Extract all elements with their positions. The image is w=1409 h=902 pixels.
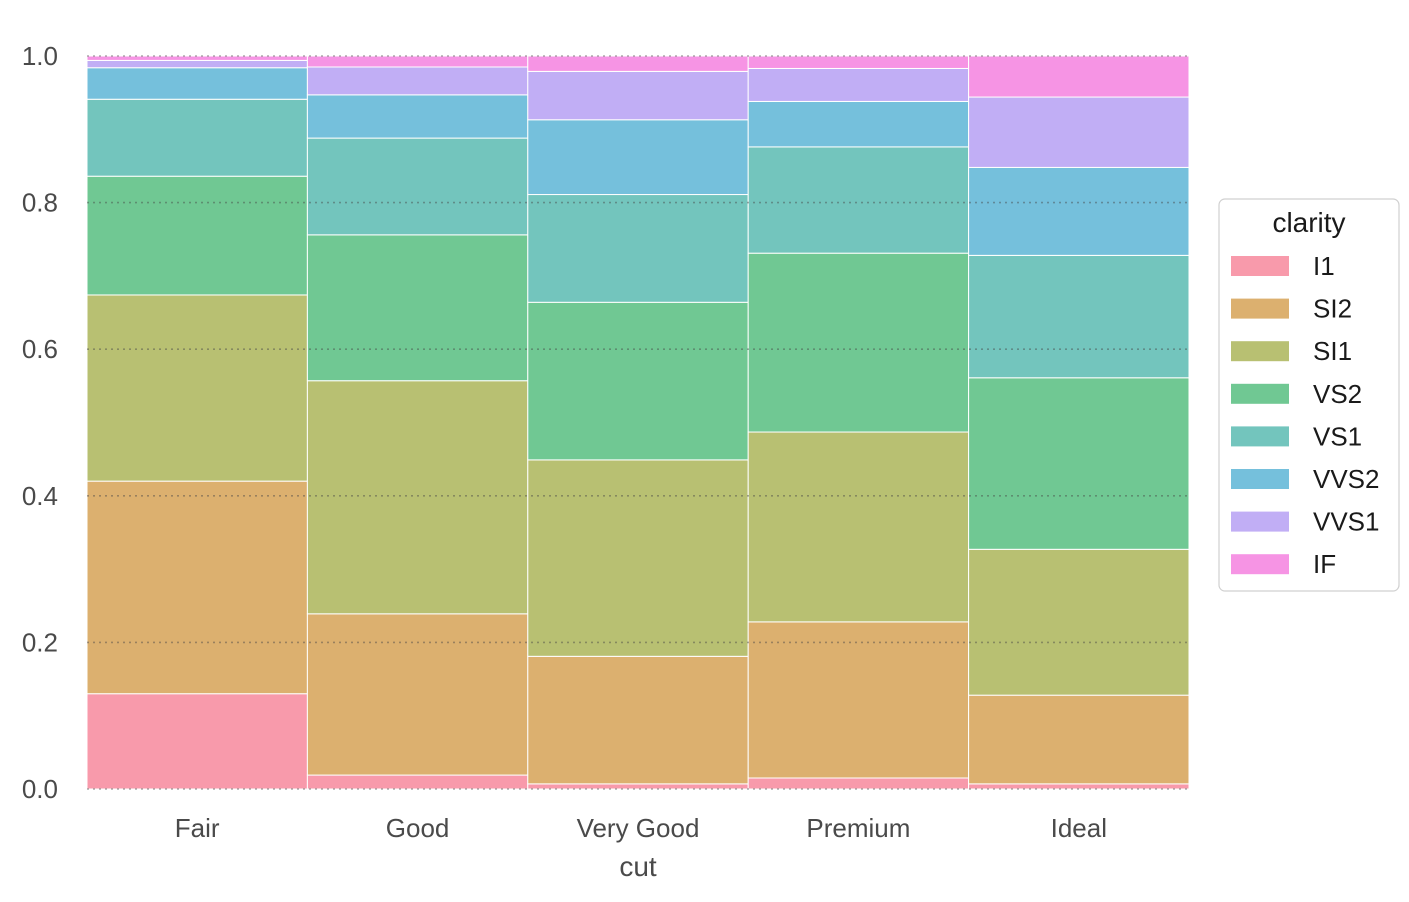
bar-good-vvs1 xyxy=(306,66,529,96)
bar-premium-if xyxy=(747,55,970,69)
bar-fair-vs1 xyxy=(86,98,308,177)
y-tick-label: 1.0 xyxy=(22,41,58,71)
bar-ideal-si1 xyxy=(968,548,1190,696)
legend-swatch-vs2 xyxy=(1231,383,1289,404)
bar-very-good-i1 xyxy=(527,783,749,790)
y-tick-label: 0.0 xyxy=(22,774,58,804)
bar-very-good-vs2 xyxy=(527,301,749,461)
bar-very-good-vvs1 xyxy=(527,70,749,121)
bar-fair-vvs2 xyxy=(86,67,308,100)
x-tick-label: Good xyxy=(386,813,450,843)
bar-fair-si1 xyxy=(86,294,308,482)
bar-good-vs2 xyxy=(306,234,529,382)
bar-good-si1 xyxy=(306,380,529,615)
legend-swatch-vvs2 xyxy=(1231,469,1289,489)
legend-frame xyxy=(1218,198,1400,592)
legend-items: I1 SI2 SI1 VS2 VS1 VVS2 VVS1 IF xyxy=(1231,251,1380,579)
legend-swatch-si2 xyxy=(1231,298,1289,319)
bar-fair-vs2 xyxy=(86,175,308,296)
bar-very-good-si1 xyxy=(527,459,749,657)
bar-fair-vvs1 xyxy=(86,59,308,69)
grid-layer xyxy=(87,55,1189,790)
bar-very-good-si2 xyxy=(527,655,749,785)
x-tick-label: Fair xyxy=(175,813,220,843)
legend-label-if: IF xyxy=(1313,549,1336,579)
legend-title: clarity xyxy=(1272,207,1345,238)
legend-label-vvs1: VVS1 xyxy=(1313,507,1380,537)
x-tick-label: Ideal xyxy=(1051,813,1107,843)
legend-label-i1: I1 xyxy=(1313,251,1335,281)
y-tick-label: 0.6 xyxy=(22,334,58,364)
bar-ideal-si2 xyxy=(968,694,1190,785)
x-axis-title: cut xyxy=(619,851,657,882)
bar-good-if xyxy=(306,55,529,68)
bar-ideal-vvs1 xyxy=(968,96,1190,168)
legend-swatch-vs1 xyxy=(1231,426,1289,447)
bar-very-good-vs1 xyxy=(527,194,749,303)
legend-label-si1: SI1 xyxy=(1313,336,1352,366)
legend-label-vvs2: VVS2 xyxy=(1313,464,1380,494)
legend-label-vs2: VS2 xyxy=(1313,379,1362,409)
bar-premium-vvs1 xyxy=(747,67,970,102)
bar-ideal-vvs2 xyxy=(968,166,1190,256)
bar-ideal-vs1 xyxy=(968,254,1190,379)
y-tick-label: 0.8 xyxy=(22,188,58,218)
bar-good-i1 xyxy=(306,774,529,790)
bar-ideal-if xyxy=(968,55,1190,98)
legend-swatch-vvs1 xyxy=(1231,511,1289,532)
x-axis: Fair Good Very Good Premium Ideal xyxy=(175,813,1107,843)
legend-label-vs1: VS1 xyxy=(1313,421,1362,451)
bar-very-good-if xyxy=(527,55,749,72)
bar-premium-vvs2 xyxy=(747,100,970,148)
legend-label-si2: SI2 xyxy=(1313,294,1352,324)
y-tick-label: 0.4 xyxy=(22,481,58,511)
legend-swatch-if xyxy=(1231,554,1289,575)
bar-good-si2 xyxy=(306,613,529,776)
bar-premium-vs2 xyxy=(747,252,970,433)
legend: clarity I1 SI2 SI1 VS2 VS1 VVS2 VVS1 IF xyxy=(1218,198,1400,592)
bar-fair-si2 xyxy=(86,480,308,695)
bars-layer xyxy=(86,55,1190,790)
y-tick-label: 0.2 xyxy=(22,627,58,657)
bar-premium-si1 xyxy=(747,431,970,623)
legend-swatch-i1 xyxy=(1231,256,1289,276)
bar-premium-vs1 xyxy=(747,146,970,254)
bar-good-vs1 xyxy=(306,137,529,236)
y-axis: 0.0 0.2 0.4 0.6 0.8 1.0 xyxy=(22,41,58,804)
bar-very-good-vvs2 xyxy=(527,119,749,196)
legend-swatch-si1 xyxy=(1231,341,1289,362)
bar-good-vvs2 xyxy=(306,94,529,139)
bar-premium-si2 xyxy=(747,621,970,779)
bar-premium-i1 xyxy=(747,777,970,790)
bar-fair-i1 xyxy=(86,693,308,790)
x-tick-label: Very Good xyxy=(577,813,700,843)
x-tick-label: Premium xyxy=(806,813,910,843)
bar-ideal-vs2 xyxy=(968,377,1190,550)
